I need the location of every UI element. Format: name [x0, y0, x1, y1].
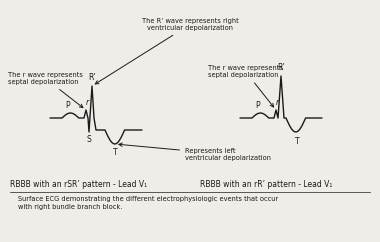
- Text: The r wave represents
septal depolarization: The r wave represents septal depolarizat…: [208, 65, 283, 107]
- Text: T: T: [113, 148, 117, 157]
- Text: r: r: [276, 98, 279, 107]
- Text: Represents left
ventricular depolarization: Represents left ventricular depolarizati…: [119, 143, 271, 161]
- Text: Surface ECG demonstrating the different electrophysiologic events that occur
wit: Surface ECG demonstrating the different …: [18, 196, 278, 210]
- Text: RBBB with an rR’ pattern - Lead V₁: RBBB with an rR’ pattern - Lead V₁: [200, 180, 332, 189]
- Text: P: P: [256, 101, 260, 110]
- Text: The r wave represents
septal depolarization: The r wave represents septal depolarizat…: [8, 72, 83, 108]
- Text: R’: R’: [277, 63, 285, 72]
- Text: P: P: [66, 101, 70, 110]
- Text: S: S: [87, 135, 91, 144]
- Text: The R’ wave represents right
ventricular depolarization: The R’ wave represents right ventricular…: [95, 18, 238, 84]
- Text: RBBB with an rSR’ pattern - Lead V₁: RBBB with an rSR’ pattern - Lead V₁: [10, 180, 147, 189]
- Text: R’: R’: [88, 73, 96, 82]
- Text: r: r: [86, 98, 89, 107]
- Text: T: T: [294, 137, 299, 146]
